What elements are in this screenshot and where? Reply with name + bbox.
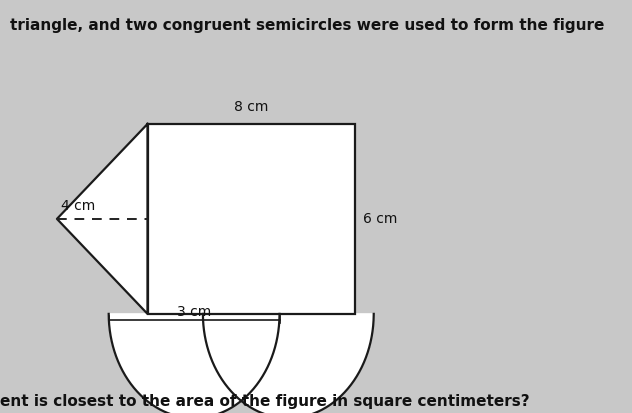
Text: 3 cm: 3 cm xyxy=(177,305,211,319)
Polygon shape xyxy=(57,124,147,314)
Polygon shape xyxy=(109,314,279,413)
Text: ent is closest to the area of the figure in square centimeters?: ent is closest to the area of the figure… xyxy=(0,394,530,409)
Text: 8 cm: 8 cm xyxy=(234,100,268,114)
Text: 6 cm: 6 cm xyxy=(363,212,397,226)
Text: 4 cm: 4 cm xyxy=(61,199,95,213)
Bar xyxy=(147,124,355,314)
Polygon shape xyxy=(203,314,374,413)
Text: triangle, and two congruent semicircles were used to form the figure: triangle, and two congruent semicircles … xyxy=(10,18,605,33)
